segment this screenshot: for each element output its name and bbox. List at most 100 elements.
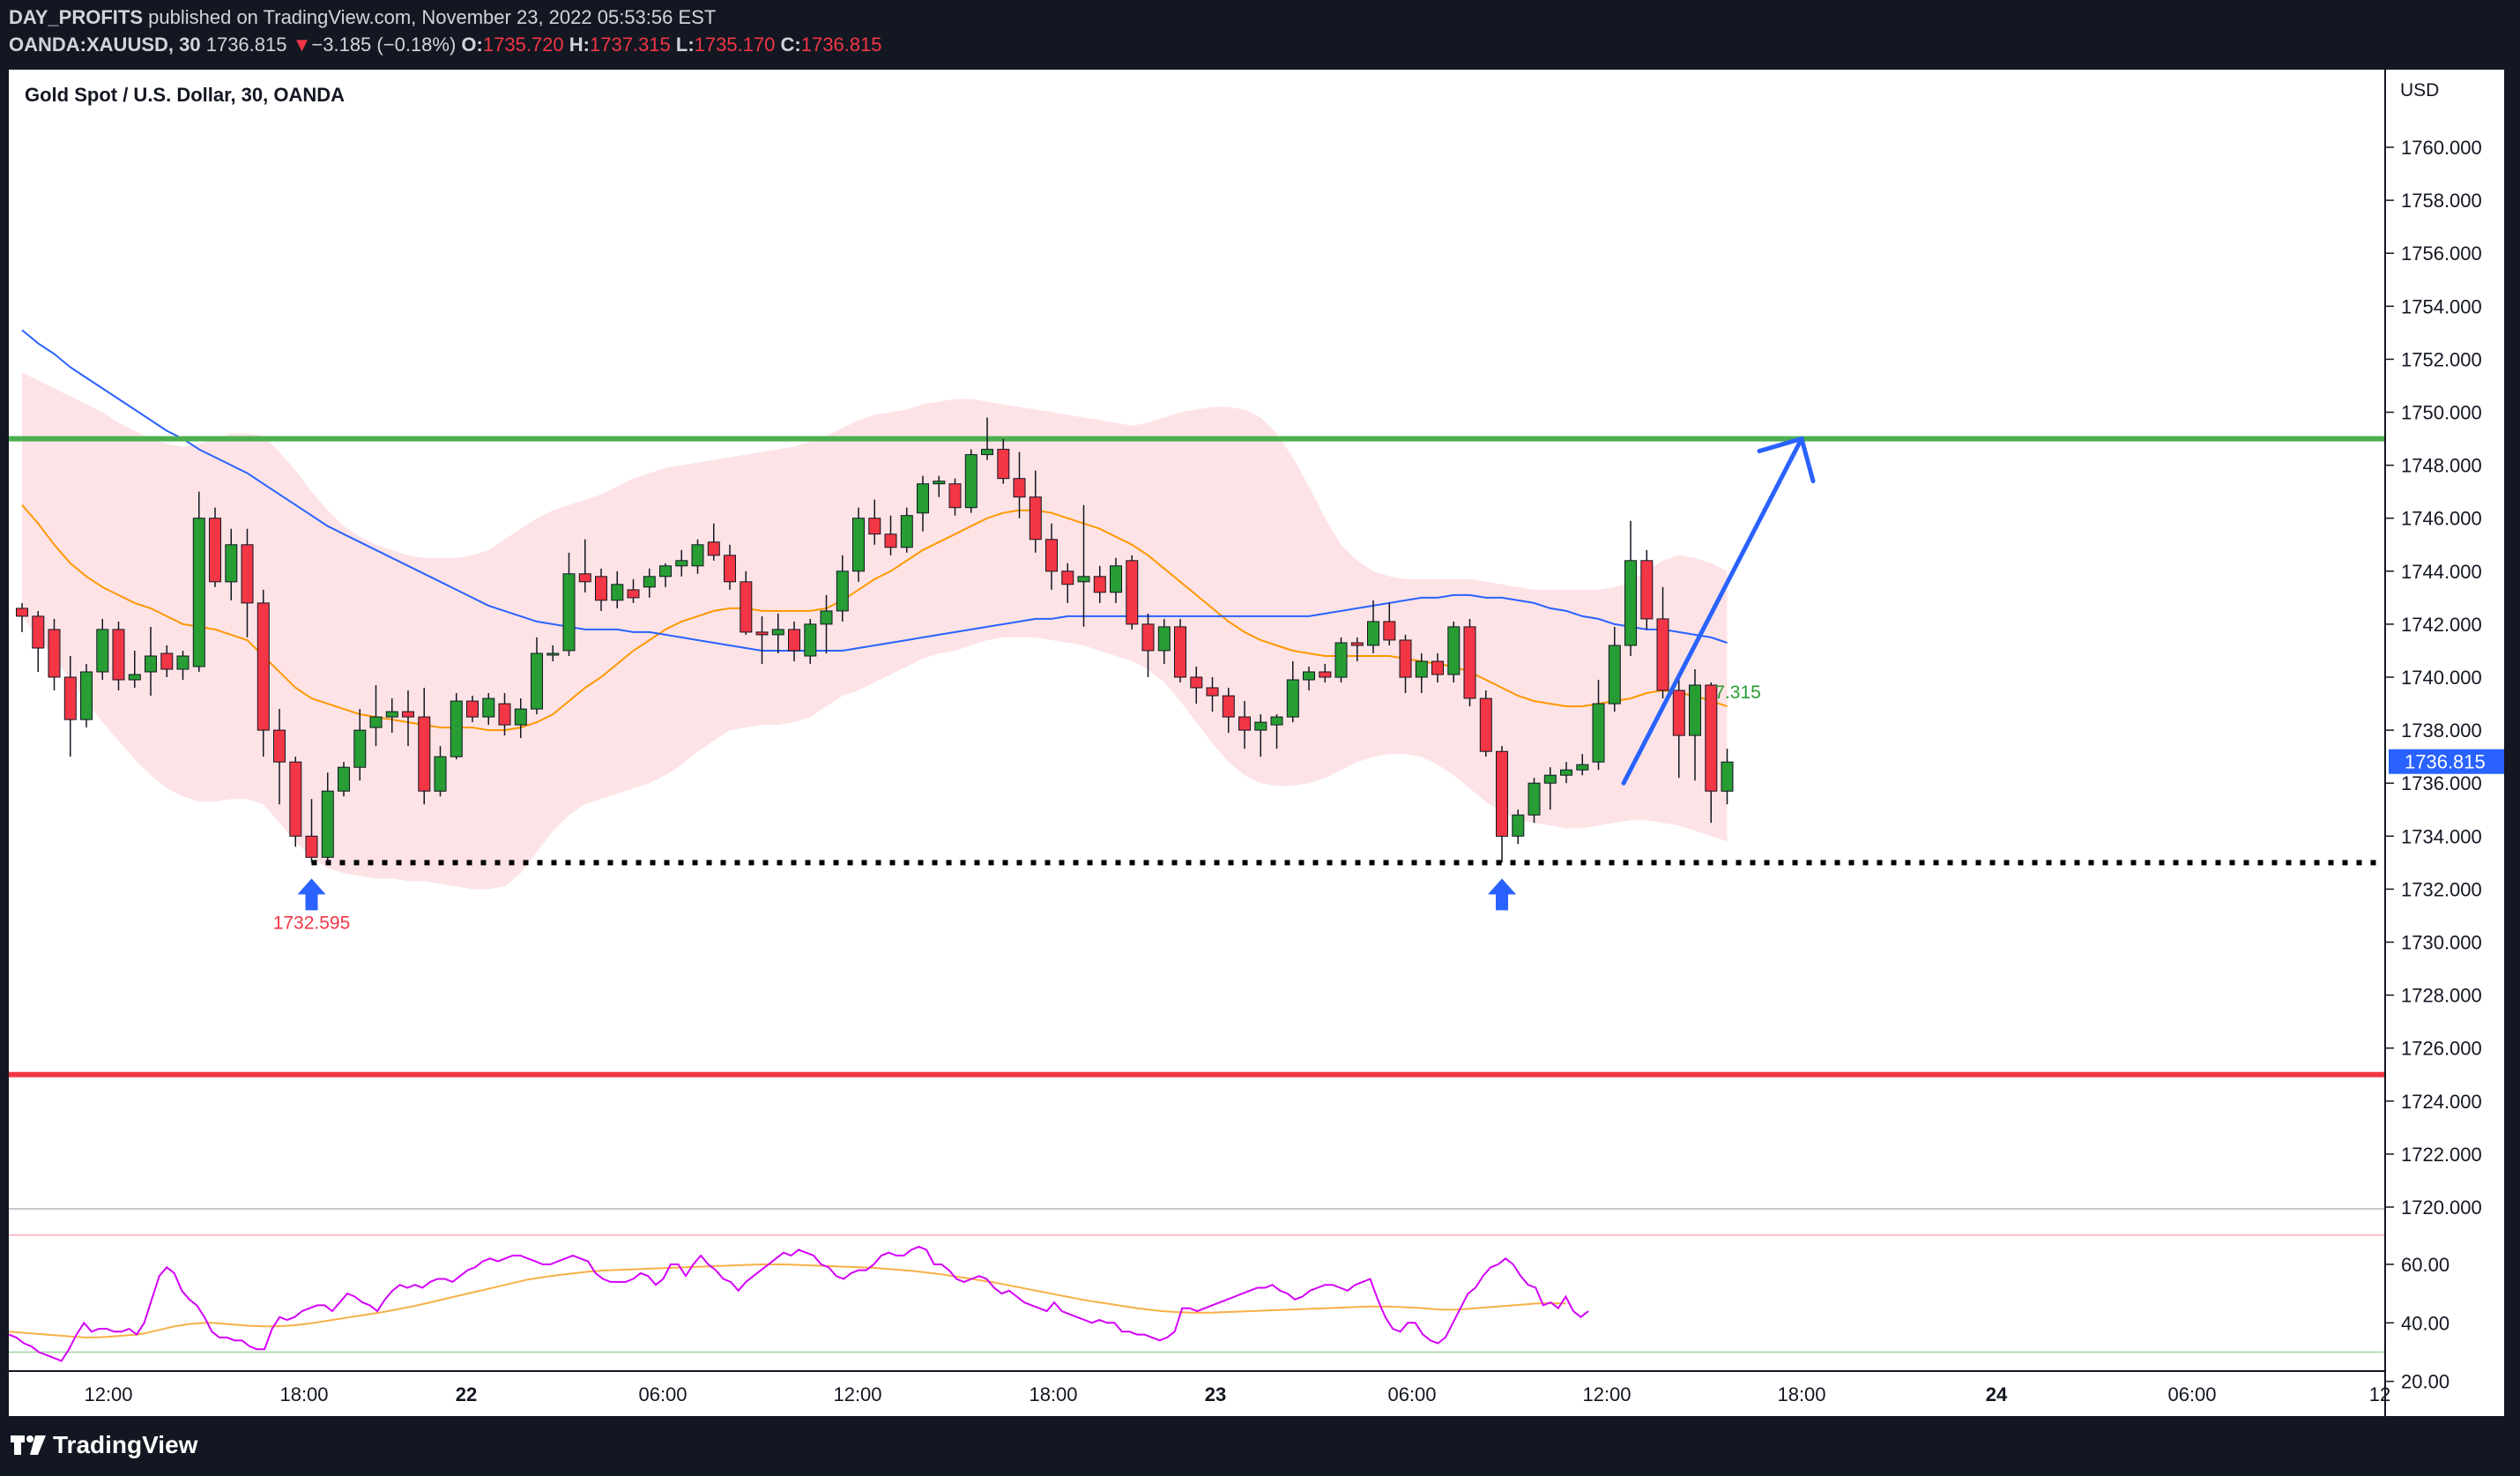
- price-axis-label: 1740.000: [2401, 667, 2482, 689]
- bearish-candle: [1013, 478, 1026, 498]
- symbol-ohlc-bar: OANDA:XAUUSD, 30 1736.815 ▼−3.185 (−0.18…: [9, 33, 882, 57]
- time-axis-label: 12:00: [833, 1383, 881, 1405]
- bullish-candle: [1608, 645, 1621, 704]
- bullish-candle: [1689, 684, 1701, 736]
- bullish-candle: [434, 756, 447, 792]
- low-price-annotation: 1732.595: [273, 913, 351, 933]
- time-axis-label: 12:00: [84, 1383, 132, 1405]
- bearish-candle: [256, 602, 270, 731]
- horizontal-levels: [9, 436, 2385, 1077]
- bullish-candle: [804, 623, 817, 657]
- bullish-candle: [1254, 721, 1267, 731]
- bullish-candle: [225, 544, 238, 583]
- time-axis-label: 06:00: [638, 1383, 687, 1405]
- bullish-candle: [531, 652, 543, 710]
- price-axis-label: 1738.000: [2401, 719, 2482, 742]
- bullish-candle: [80, 671, 93, 720]
- down-arrow-icon: ▼: [292, 34, 312, 56]
- bearish-candle: [755, 631, 769, 636]
- last-price-badge: [2389, 749, 2504, 774]
- rsi-axis-label: 20.00: [2401, 1371, 2449, 1393]
- footer-bar: TradingView: [0, 1416, 2520, 1476]
- bearish-candle: [498, 703, 511, 726]
- time-axis-label: 23: [1205, 1383, 1226, 1405]
- bullish-candle: [176, 655, 190, 670]
- bearish-candle: [305, 835, 318, 858]
- high-value: 1737.315: [589, 34, 671, 56]
- annotations: 1732.595 7.315: [273, 436, 1816, 933]
- bullish-candle: [1157, 626, 1171, 652]
- bullish-candle: [1560, 769, 1572, 776]
- bearish-candle: [1705, 684, 1718, 792]
- bearish-candle: [63, 676, 77, 720]
- price-axis-label: 1750.000: [2401, 402, 2482, 424]
- bearish-candle: [1479, 697, 1492, 752]
- bearish-candle: [1029, 496, 1042, 540]
- bearish-candle: [1672, 690, 1685, 736]
- price-axis-label: 1726.000: [2401, 1038, 2482, 1060]
- bearish-candle: [1206, 687, 1219, 697]
- time-axis-label: 24: [1986, 1383, 2008, 1405]
- bullish-candle: [1576, 764, 1589, 771]
- bullish-candle: [1286, 679, 1299, 718]
- close-label: C:: [780, 34, 801, 56]
- price-axis-label: 1736.000: [2401, 772, 2482, 794]
- bullish-candle: [1334, 642, 1348, 678]
- bullish-candle: [1624, 560, 1637, 646]
- bullish-candle: [369, 716, 383, 728]
- time-axis-label: 12:00: [1582, 1383, 1631, 1405]
- bullish-candle: [659, 565, 672, 578]
- high-label: H:: [569, 34, 590, 56]
- brand-name: TradingView: [53, 1431, 198, 1458]
- bearish-candle: [1174, 626, 1186, 678]
- bullish-candle: [96, 629, 109, 673]
- bullish-candle: [353, 729, 367, 768]
- bearish-candle: [578, 573, 591, 583]
- price-axis-label: 1756.000: [2401, 242, 2482, 265]
- bearish-candle: [1061, 570, 1074, 585]
- bullish-candle: [145, 655, 157, 673]
- tradingview-logo-icon: [11, 1435, 46, 1455]
- bullish-candle: [643, 576, 656, 588]
- bearish-candle: [1496, 750, 1508, 837]
- bearish-candle: [32, 615, 45, 649]
- rsi-axis-label: 40.00: [2401, 1312, 2449, 1334]
- bullish-candle: [450, 700, 463, 757]
- bullish-candle: [546, 652, 560, 656]
- forecast-arrow-head: [1757, 436, 1816, 484]
- bearish-candle: [997, 449, 1010, 480]
- bullish-candle: [482, 697, 495, 718]
- bearish-candle: [289, 761, 302, 837]
- open-label: O:: [461, 34, 483, 56]
- bearish-candle: [1656, 618, 1669, 691]
- forecast-arrow-shaft: [1621, 436, 1804, 786]
- price-axis-label: 1748.000: [2401, 455, 2482, 477]
- high-price-label: 7.315: [1714, 682, 1761, 703]
- bullish-candle: [192, 518, 205, 667]
- bearish-candle: [402, 711, 414, 718]
- tradingview-logo[interactable]: TradingView: [11, 1430, 197, 1460]
- bearish-candle: [868, 518, 881, 535]
- bearish-candle: [1222, 695, 1235, 718]
- price-change: −3.185 (−0.18%): [311, 34, 457, 56]
- price-axis-label: 1732.000: [2401, 878, 2482, 900]
- chart-frame[interactable]: 1732.595 7.315 1760.000 1758.000 1756.000 17…: [9, 70, 2504, 1416]
- bullish-candle: [820, 610, 833, 625]
- time-axis-label: 12: [2369, 1383, 2390, 1405]
- price-axis-label: 1720.000: [2401, 1196, 2482, 1219]
- bullish-candle: [917, 483, 929, 514]
- bearish-candle: [595, 576, 607, 601]
- bullish-candle: [981, 449, 993, 456]
- price-axis-unit: USD: [2400, 80, 2439, 101]
- publication-info: DAY_PROFITS published on TradingView.com…: [9, 5, 716, 30]
- price-axis-label: 1752.000: [2401, 348, 2482, 370]
- rsi-moving-average-line: [9, 1264, 1566, 1338]
- last-price-label: 1736.815: [2405, 751, 2486, 773]
- bullish-candle: [1592, 703, 1605, 763]
- bearish-candle: [273, 729, 286, 763]
- bearish-candle: [627, 589, 640, 599]
- price-axis-label: 1760.000: [2401, 137, 2482, 159]
- rsi-pane: [9, 1208, 2385, 1362]
- bearish-candle: [16, 608, 28, 617]
